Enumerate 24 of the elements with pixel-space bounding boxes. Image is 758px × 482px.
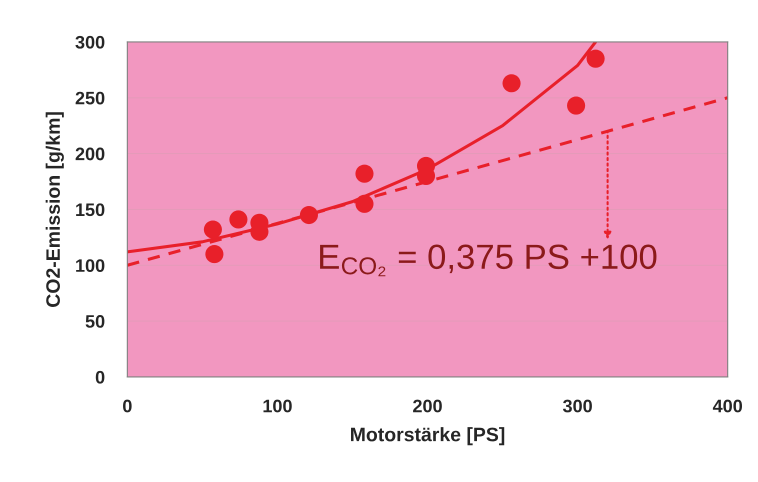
point [355,194,374,213]
point [229,210,248,229]
y-tick-label: 250 [76,92,104,104]
y-tick-label: 0 [96,370,104,384]
point [586,50,605,68]
x-axis-title: Motorstärke [PS] [351,427,504,446]
point [502,74,521,92]
y-tick-label: 200 [76,148,104,160]
y-tick-label: 300 [75,36,104,49]
annotation: E$_{CO₂}$ = 0,375 PS +100 [320,244,656,276]
y-tick-label: 150 [76,203,104,216]
x-tick-label: 400 [712,400,742,412]
point [205,245,224,264]
x-tick-label: 200 [413,400,442,412]
x-tick-label: 100 [264,400,292,412]
point [300,206,318,224]
y-axis-title: CO2-Emission [g/km] [46,112,64,307]
x-tick-label: 300 [562,400,592,412]
point [204,220,222,239]
y-tick-label: 50 [86,315,104,328]
y-tick-label: 100 [76,259,104,272]
x-tick-label: 0 [123,400,132,412]
point [567,96,586,115]
point [355,164,374,183]
